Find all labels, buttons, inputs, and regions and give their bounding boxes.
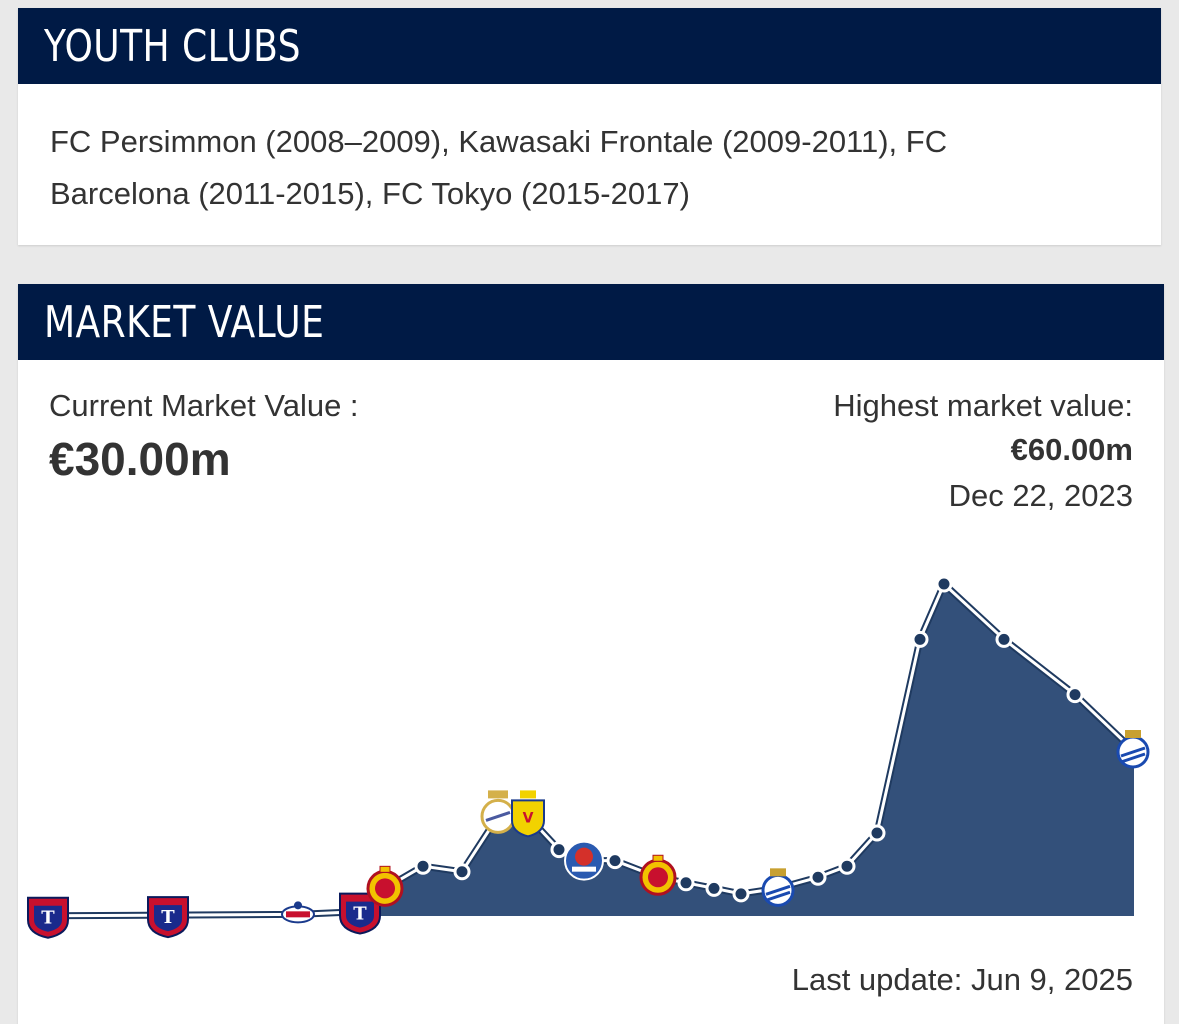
yokohama-f-marinos-crest-icon bbox=[281, 901, 315, 924]
highest-market-value-date: Dec 22, 2023 bbox=[948, 478, 1133, 513]
highest-market-value: Highest market value: €60.00m Dec 22, 20… bbox=[833, 388, 1133, 514]
data-point bbox=[995, 630, 1013, 648]
data-point bbox=[705, 879, 723, 897]
youth-clubs-card: YOUTH CLUBS FC Persimmon (2008–2009), Ka… bbox=[18, 8, 1161, 245]
real-sociedad-crest-icon bbox=[1116, 730, 1150, 769]
fc-tokyo-crest-icon: T bbox=[147, 896, 189, 939]
current-market-value: Current Market Value : €30.00m bbox=[49, 388, 359, 486]
villarreal-crest-icon: V bbox=[511, 790, 545, 838]
data-point bbox=[606, 852, 624, 870]
data-point bbox=[868, 824, 886, 842]
data-point bbox=[677, 874, 695, 892]
market-value-area bbox=[48, 584, 1134, 916]
svg-text:T: T bbox=[353, 904, 367, 925]
youth-clubs-list: FC Persimmon (2008–2009), Kawasaki Front… bbox=[50, 124, 948, 211]
data-point bbox=[1066, 686, 1084, 704]
market-value-card: MARKET VALUE Current Market Value : €30.… bbox=[18, 284, 1164, 1024]
svg-text:T: T bbox=[41, 908, 55, 929]
real-madrid-crest-icon bbox=[480, 790, 516, 834]
data-point bbox=[911, 630, 929, 648]
current-market-value-amount: €30.00m bbox=[49, 433, 231, 485]
svg-text:V: V bbox=[523, 810, 534, 826]
last-update: Last update: Jun 9, 2025 bbox=[791, 962, 1133, 997]
highest-market-value-label: Highest market value: bbox=[833, 388, 1133, 423]
data-point bbox=[414, 857, 432, 875]
svg-text:T: T bbox=[161, 907, 175, 928]
data-point bbox=[550, 841, 568, 859]
rcd-mallorca-crest-icon bbox=[366, 865, 404, 907]
highest-market-value-amount: €60.00m bbox=[1010, 432, 1133, 467]
fc-tokyo-crest-icon: T bbox=[27, 896, 69, 939]
current-market-value-label: Current Market Value : bbox=[49, 388, 359, 423]
youth-clubs-title: YOUTH CLUBS bbox=[44, 20, 301, 72]
youth-clubs-header: YOUTH CLUBS bbox=[18, 8, 1161, 84]
data-point bbox=[453, 863, 471, 881]
data-point bbox=[935, 575, 953, 593]
market-value-header: MARKET VALUE bbox=[18, 284, 1164, 360]
market-value-chart: T T T V bbox=[27, 575, 1150, 939]
data-point bbox=[732, 885, 750, 903]
fc-tokyo-crest-icon: T bbox=[339, 892, 381, 935]
data-point bbox=[809, 868, 827, 886]
getafe-crest-icon bbox=[564, 840, 604, 881]
market-value-title: MARKET VALUE bbox=[44, 296, 325, 348]
rcd-mallorca-crest-icon bbox=[639, 854, 677, 896]
real-sociedad-crest-icon bbox=[761, 868, 795, 907]
data-point bbox=[838, 857, 856, 875]
